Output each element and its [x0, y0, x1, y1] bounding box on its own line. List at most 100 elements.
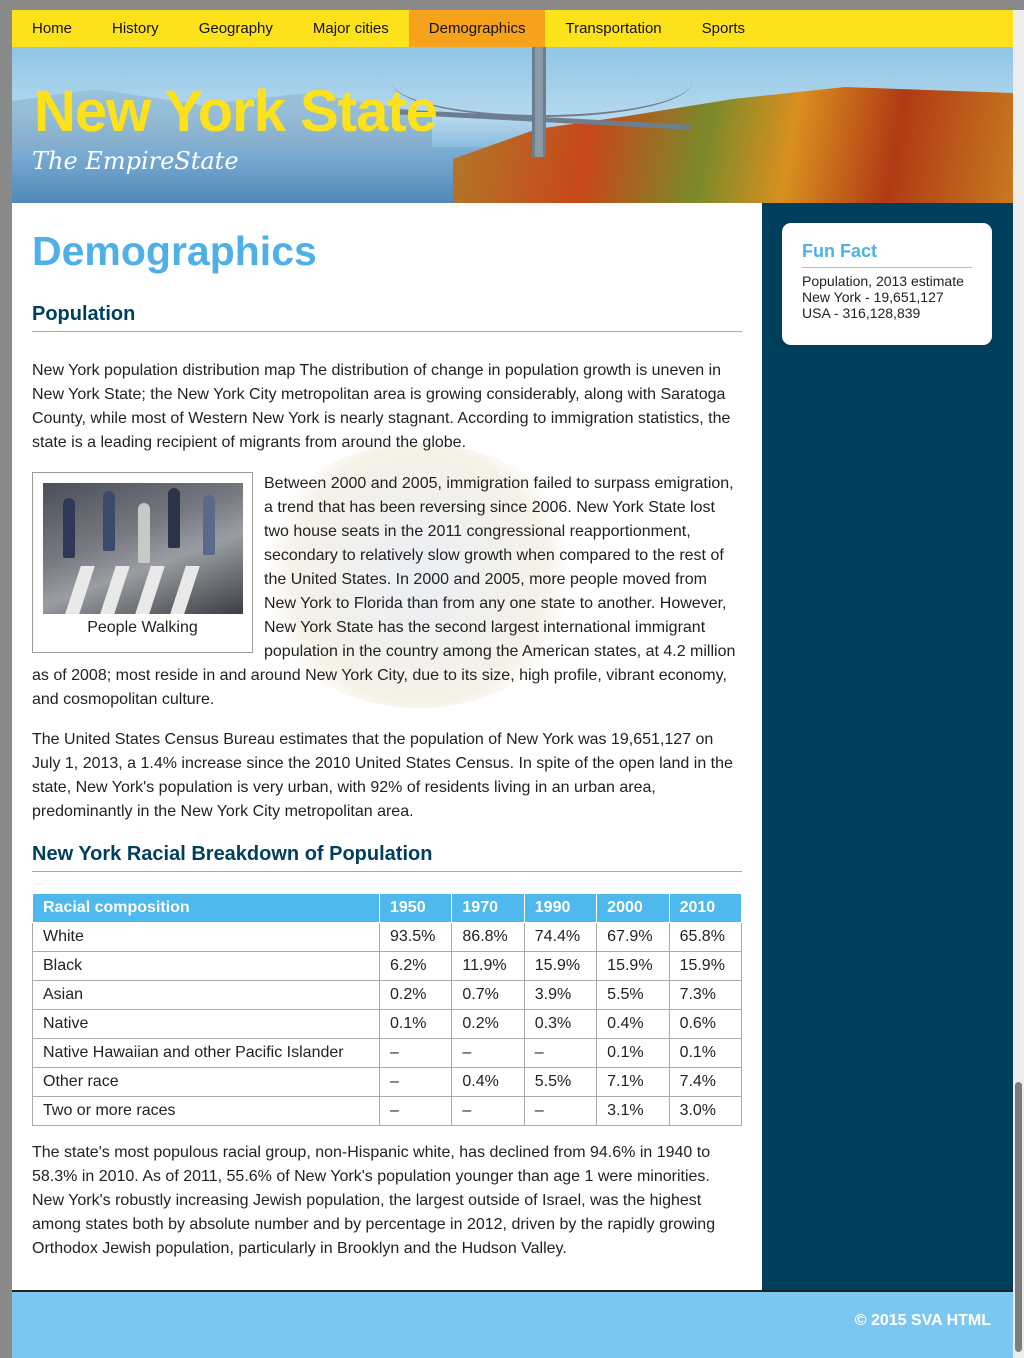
- table-header-row: Racial composition 1950 1970 1990 2000 2…: [32, 893, 743, 923]
- nav-item-major-cities[interactable]: Major cities: [312, 20, 389, 37]
- table-cell: 15.9%: [596, 951, 670, 981]
- table-header-cell: 1950: [378, 893, 453, 923]
- vertical-scrollbar[interactable]: [1013, 10, 1024, 1358]
- nav-item-home[interactable]: Home: [32, 20, 73, 37]
- crosswalk-stripe: [65, 566, 95, 614]
- table-row: Other race –0.4% 5.5% 7.1% 7.4%: [32, 1067, 743, 1097]
- table-cell: Other race: [32, 1067, 380, 1097]
- crosswalk-stripe: [100, 566, 130, 614]
- header-banner: New York State The EmpireState: [12, 47, 1013, 203]
- table-cell: 74.4%: [523, 922, 598, 952]
- table-row: White 93.5% 86.8% 74.4% 67.9% 65.8%: [32, 922, 743, 952]
- site-title: New York State: [34, 79, 438, 144]
- fun-fact-title: Fun Fact: [802, 241, 972, 268]
- nav-item-sports[interactable]: Sports: [701, 20, 746, 37]
- table-cell: 65.8%: [668, 922, 743, 952]
- population-paragraph-1: New York population distribution map The…: [32, 362, 731, 451]
- scrollbar-thumb[interactable]: [1015, 1082, 1022, 1352]
- fun-fact-card: Fun Fact Population, 2013 estimate New Y…: [782, 223, 992, 345]
- footer-copyright: © 2015 SVA HTML: [854, 1312, 991, 1329]
- population-heading: Population: [32, 303, 742, 332]
- nav-item-geography[interactable]: Geography: [198, 20, 273, 37]
- population-paragraph-2: Between 2000 and 2005, immigration faile…: [264, 475, 736, 660]
- people-walking-photo: [43, 483, 243, 614]
- table-cell: 6.2%: [378, 951, 453, 981]
- population-paragraph-4: The state's most populous racial group, …: [32, 1144, 716, 1257]
- table-cell: 0.2%: [451, 1009, 525, 1039]
- table-cell: Two or more races: [32, 1096, 380, 1126]
- table-cell: 0.1%: [596, 1038, 670, 1068]
- page-frame: Home History Geography Major cities Demograp…: [12, 10, 1013, 1358]
- table-cell: –: [451, 1038, 525, 1068]
- table-cell: 0.6%: [668, 1009, 743, 1039]
- table-cell: –: [378, 1096, 453, 1126]
- table-row: Native Hawaiian and other Pacific Island…: [32, 1038, 743, 1068]
- sidebar: Fun Fact Population, 2013 estimate New Y…: [762, 203, 1013, 1290]
- table-cell: 5.5%: [596, 980, 670, 1010]
- table-cell: 3.1%: [596, 1096, 670, 1126]
- table-cell: 67.9%: [596, 922, 670, 952]
- table-row: Two or more races – – –3.1% 3.0%: [32, 1096, 743, 1126]
- crosswalk-stripe: [170, 566, 200, 614]
- table-header-cell: Racial composition: [32, 893, 380, 923]
- table-cell: 15.9%: [668, 951, 743, 981]
- racial-breakdown-table: Racial composition 1950 1970 1990 2000 2…: [32, 893, 743, 1126]
- nav-item-history[interactable]: History: [112, 20, 159, 37]
- table-cell: Native: [32, 1009, 380, 1039]
- table-cell: 0.7%: [451, 980, 525, 1010]
- table-cell: –: [451, 1096, 525, 1126]
- table-cell: 3.0%: [668, 1096, 743, 1126]
- table-row: Native 0.1% 0.2% 0.3% 0.4% 0.6%: [32, 1009, 743, 1039]
- table-header-cell: 1990: [523, 893, 598, 923]
- fun-fact-line: Population, 2013 estimate: [802, 273, 964, 289]
- table-cell: Asian: [32, 980, 380, 1010]
- page-footer: © 2015 SVA HTML: [12, 1290, 1013, 1358]
- table-cell: 0.4%: [451, 1067, 525, 1097]
- table-cell: 5.5%: [523, 1067, 598, 1097]
- table-cell: 7.4%: [668, 1067, 743, 1097]
- table-cell: 0.4%: [596, 1009, 670, 1039]
- page-title: Demographics: [32, 228, 317, 274]
- population-paragraph-3: The United States Census Bureau estimate…: [32, 731, 733, 820]
- table-header-cell: 1970: [451, 893, 525, 923]
- table-cell: –: [523, 1096, 598, 1126]
- pedestrian: [63, 498, 75, 558]
- pedestrian: [103, 491, 115, 551]
- pedestrian: [138, 503, 150, 563]
- table-cell: 15.9%: [523, 951, 598, 981]
- table-cell: 0.1%: [668, 1038, 743, 1068]
- table-header-cell: 2000: [596, 893, 670, 923]
- racial-breakdown-heading: New York Racial Breakdown of Population: [32, 843, 742, 872]
- table-cell: Black: [32, 951, 380, 981]
- crosswalk-stripe: [135, 566, 165, 614]
- table-row: Asian 0.2% 0.7% 3.9% 5.5% 7.3%: [32, 980, 743, 1010]
- figure-caption: People Walking: [87, 619, 198, 636]
- nav-item-demographics[interactable]: Demographics: [408, 10, 546, 47]
- people-walking-figure: People Walking: [32, 472, 253, 653]
- table-header-cell: 2010: [668, 893, 743, 923]
- banner-bridge-tower: [532, 47, 546, 157]
- population-paragraph-2-tail: as of 2008; most reside in and around Ne…: [32, 667, 727, 708]
- table-cell: Native Hawaiian and other Pacific Island…: [32, 1038, 380, 1068]
- table-cell: 7.1%: [596, 1067, 670, 1097]
- site-tagline: The EmpireState: [32, 147, 239, 175]
- table-cell: –: [378, 1067, 453, 1097]
- table-cell: 7.3%: [668, 980, 743, 1010]
- fun-fact-line: New York - 19,651,127: [802, 289, 944, 305]
- table-cell: 86.8%: [451, 922, 525, 952]
- table-cell: 0.3%: [523, 1009, 598, 1039]
- table-cell: White: [32, 922, 380, 952]
- table-cell: 3.9%: [523, 980, 598, 1010]
- pedestrian: [203, 495, 215, 555]
- main-nav: Home History Geography Major cities Demograp…: [12, 10, 1013, 47]
- fun-fact-line: USA - 316,128,839: [802, 305, 921, 321]
- table-cell: –: [523, 1038, 598, 1068]
- table-cell: 0.2%: [378, 980, 453, 1010]
- table-cell: –: [378, 1038, 453, 1068]
- table-cell: 11.9%: [451, 951, 525, 981]
- table-row: Black 6.2% 11.9% 15.9% 15.9% 15.9%: [32, 951, 743, 981]
- table-cell: 0.1%: [378, 1009, 453, 1039]
- table-cell: 93.5%: [378, 922, 453, 952]
- pedestrian: [168, 488, 180, 548]
- nav-item-transportation[interactable]: Transportation: [565, 20, 662, 37]
